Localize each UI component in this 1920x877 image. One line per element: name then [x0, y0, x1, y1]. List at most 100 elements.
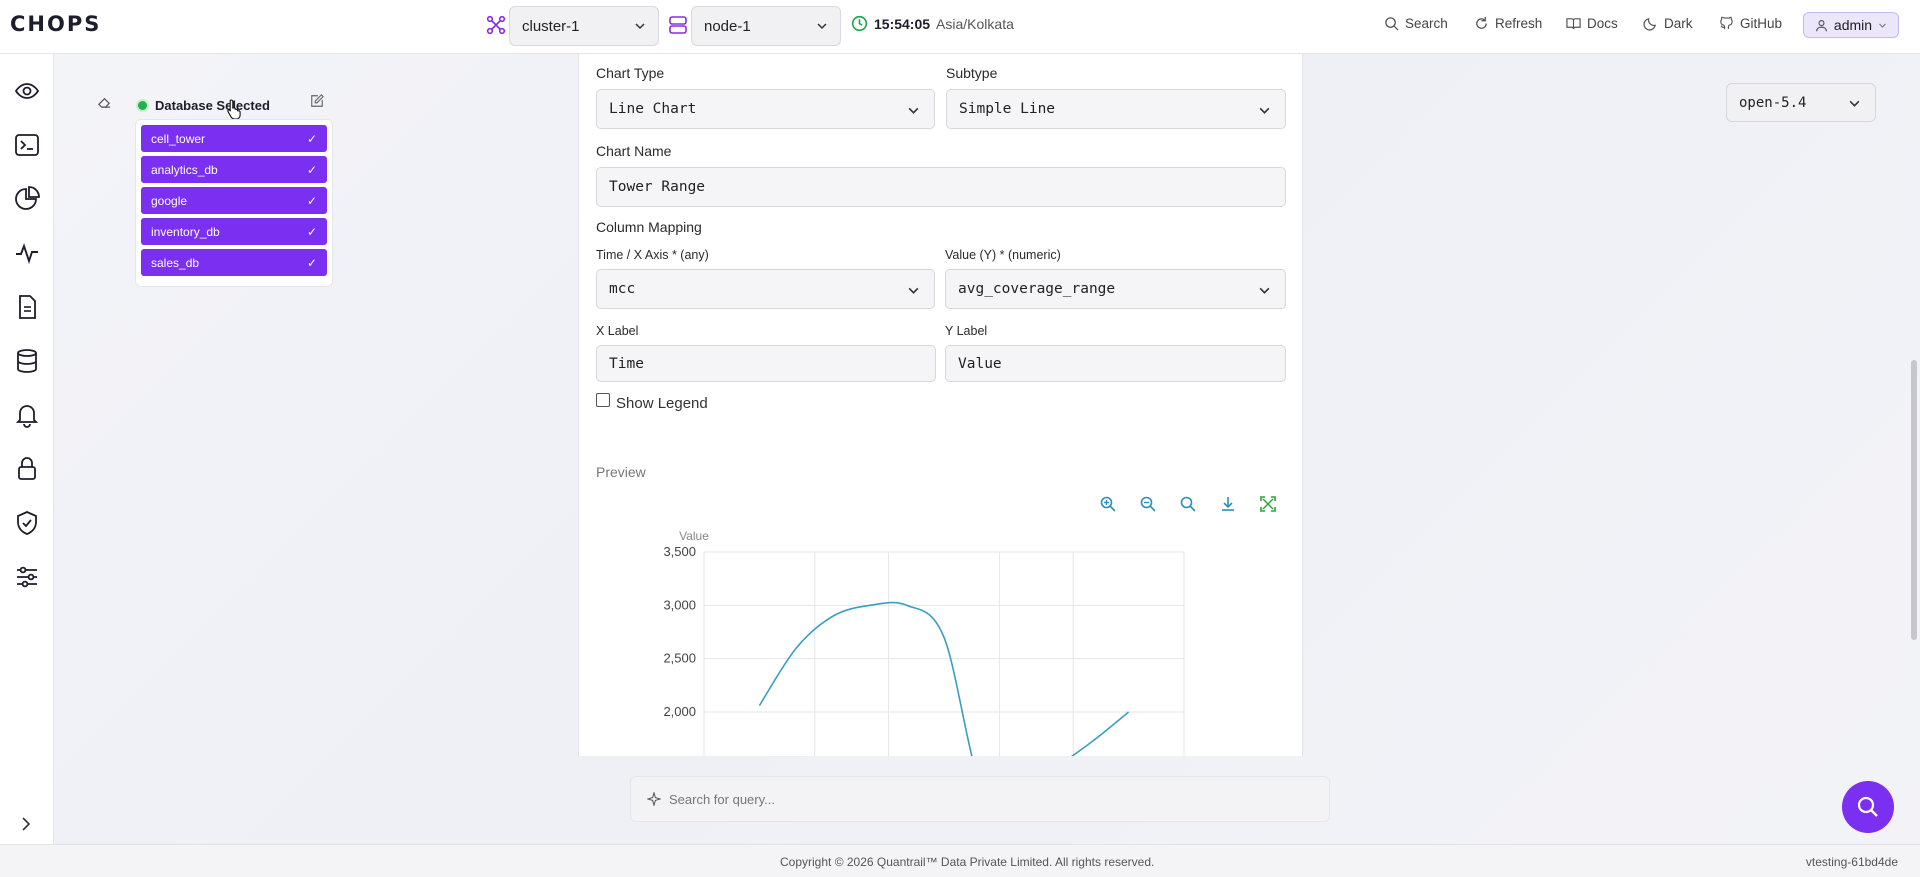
chevron-down-icon — [635, 23, 645, 30]
x-label-label: X Label — [596, 324, 639, 338]
y-tick-label: 2,000 — [663, 704, 696, 719]
check-icon: ✓ — [306, 255, 317, 270]
bell-icon[interactable] — [14, 402, 40, 428]
moon-icon — [1643, 18, 1656, 31]
search-icon — [1385, 17, 1399, 31]
x-axis-label: Time / X Axis * (any) — [596, 248, 709, 262]
check-icon: ✓ — [306, 131, 317, 146]
y-axis-select[interactable]: avg_coverage_range — [945, 269, 1286, 309]
search-fab-button[interactable] — [1842, 781, 1894, 833]
github-label: GitHub — [1740, 16, 1783, 31]
eraser-icon[interactable] — [97, 94, 112, 109]
zoom-in-icon[interactable] — [1099, 495, 1117, 513]
scrollbar[interactable] — [1911, 360, 1917, 640]
lock-icon[interactable] — [14, 456, 40, 482]
refresh-icon — [1476, 16, 1487, 29]
github-link[interactable]: GitHub — [1719, 16, 1782, 31]
y-axis-value: avg_coverage_range — [958, 281, 1116, 297]
sparkle-icon — [647, 792, 661, 806]
y-tick-label: 2,500 — [663, 651, 696, 666]
chart-name-label: Chart Name — [596, 143, 672, 159]
download-icon[interactable] — [1219, 495, 1237, 513]
chevron-down-icon — [1259, 287, 1270, 294]
book-icon — [1566, 18, 1581, 30]
edit-icon[interactable] — [310, 94, 324, 108]
x-axis-select[interactable]: mcc — [596, 269, 935, 309]
chart-type-value: Line Chart — [609, 101, 697, 117]
series-line — [758, 601, 1130, 756]
check-icon: ✓ — [306, 162, 317, 177]
terminal-icon[interactable] — [14, 132, 40, 158]
docs-link[interactable]: Docs — [1566, 16, 1618, 31]
pie-chart-icon[interactable] — [14, 186, 40, 212]
version-select[interactable]: open-5.4 — [1726, 83, 1876, 122]
chart-builder-panel: Chart Type Line Chart Subtype Simple Lin… — [578, 54, 1303, 756]
show-legend-label[interactable]: Show Legend — [616, 395, 708, 412]
shield-icon[interactable] — [14, 510, 40, 536]
chart-type-select[interactable]: Line Chart — [596, 89, 935, 129]
chevron-down-icon — [908, 107, 919, 114]
user-name: admin — [1833, 17, 1873, 33]
footer: Copyright © 2026 Quantrail™ Data Private… — [0, 844, 1920, 877]
search-link[interactable]: Search — [1384, 16, 1448, 31]
y-label-input[interactable]: Value — [945, 345, 1286, 382]
eye-icon[interactable] — [14, 78, 40, 104]
clock-time: 15:54:05 — [874, 15, 931, 32]
subtype-label: Subtype — [946, 65, 998, 81]
chart-name-input[interactable]: Tower Range — [596, 167, 1286, 207]
cluster-value: cluster-1 — [522, 17, 580, 35]
top-bar: CHOPS cluster-1 node-1 15:54:05 Asia/Kol… — [0, 0, 1920, 54]
chevron-down-icon — [1849, 100, 1860, 107]
chart-name-value: Tower Range — [609, 179, 706, 195]
query-search-placeholder: Search for query... — [669, 791, 775, 807]
database-icon[interactable] — [14, 348, 40, 374]
database-status-label: Database Selected — [155, 98, 270, 113]
y-axis-label: Value (Y) * (numeric) — [945, 248, 1061, 262]
server-icon — [669, 16, 687, 34]
database-item-label: sales_db — [151, 255, 200, 270]
app-logo[interactable]: CHOPS — [10, 12, 101, 36]
preview-label: Preview — [596, 464, 646, 480]
activity-icon[interactable] — [14, 240, 40, 266]
database-item-label: inventory_db — [151, 224, 220, 239]
clock-timezone: Asia/Kolkata — [936, 15, 1014, 32]
database-item-label: cell_tower — [151, 131, 206, 146]
database-item-inventory-db[interactable]: inventory_db ✓ — [141, 218, 327, 245]
document-icon[interactable] — [14, 294, 40, 320]
show-legend-checkbox[interactable] — [596, 393, 610, 407]
theme-toggle[interactable]: Dark — [1643, 16, 1693, 31]
y-tick-label: 3,500 — [663, 544, 696, 559]
chevron-down-icon — [1879, 23, 1886, 28]
node-value: node-1 — [704, 17, 751, 35]
subtype-value: Simple Line — [959, 101, 1056, 117]
database-item-label: analytics_db — [151, 162, 218, 177]
left-rail — [0, 54, 54, 844]
x-label-input[interactable]: Time — [596, 345, 936, 382]
refresh-link[interactable]: Refresh — [1474, 16, 1542, 31]
version-tag: vtesting-61bd4de — [1805, 855, 1898, 869]
column-mapping-label: Column Mapping — [596, 219, 702, 235]
database-item-cell-tower[interactable]: cell_tower ✓ — [141, 125, 327, 152]
user-menu-button[interactable]: admin — [1803, 12, 1899, 38]
subtype-select[interactable]: Simple Line — [946, 89, 1286, 129]
chevron-right-icon[interactable] — [18, 816, 34, 832]
zoom-out-icon[interactable] — [1139, 495, 1157, 513]
database-status: Database Selected — [138, 98, 270, 113]
database-item-label: google — [151, 193, 188, 208]
clock-icon — [851, 15, 868, 32]
copyright-text: Copyright © 2026 Quantrail™ Data Private… — [780, 855, 1155, 869]
node-select[interactable]: node-1 — [691, 6, 841, 46]
database-item-analytics-db[interactable]: analytics_db ✓ — [141, 156, 327, 183]
settings-sliders-icon[interactable] — [14, 564, 40, 590]
reset-zoom-icon[interactable] — [1179, 495, 1197, 513]
query-search-bar[interactable]: Search for query... — [630, 776, 1330, 822]
chevron-down-icon — [908, 287, 919, 294]
y-axis-title: Value — [679, 529, 709, 543]
fullscreen-icon[interactable] — [1259, 495, 1277, 513]
chevron-down-icon — [817, 23, 827, 30]
mouse-cursor-icon — [227, 99, 241, 120]
database-item-sales-db[interactable]: sales_db ✓ — [141, 249, 327, 276]
cluster-select[interactable]: cluster-1 — [509, 6, 659, 46]
database-item-google[interactable]: google ✓ — [141, 187, 327, 214]
y-label-label: Y Label — [945, 324, 988, 338]
